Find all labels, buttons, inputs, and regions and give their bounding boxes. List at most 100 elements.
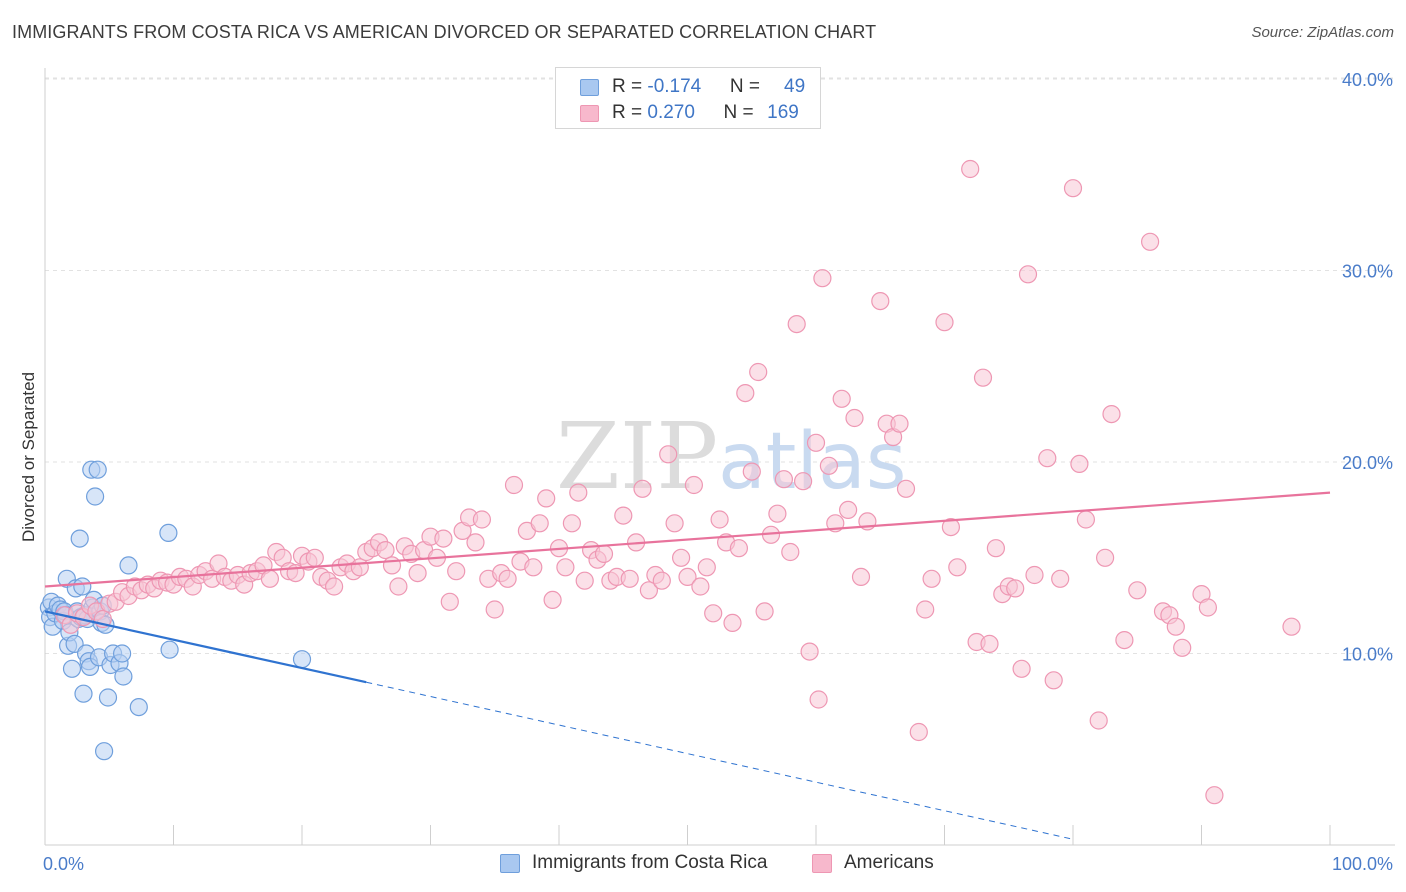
data-point xyxy=(129,697,148,717)
data-point xyxy=(742,462,761,481)
data-point xyxy=(543,590,562,610)
legend-r-value: -0.174 xyxy=(647,76,702,97)
y-tick-label: 20.0% xyxy=(1342,453,1393,473)
data-point xyxy=(382,556,402,575)
data-point xyxy=(447,562,466,581)
data-point xyxy=(1006,579,1025,598)
data-point xyxy=(948,558,967,577)
data-point xyxy=(472,510,491,529)
data-point xyxy=(1070,454,1089,473)
bottom-legend-label-costa-rica: Immigrants from Costa Rica xyxy=(532,852,768,873)
legend-swatch-americans xyxy=(580,105,599,122)
data-point xyxy=(916,600,935,619)
data-point xyxy=(1051,569,1070,588)
data-point xyxy=(909,722,928,742)
data-point xyxy=(1025,565,1044,585)
data-point xyxy=(70,529,89,548)
data-point xyxy=(838,500,858,519)
data-point xyxy=(809,690,828,709)
data-point xyxy=(1076,510,1096,529)
data-point xyxy=(325,577,344,596)
data-point xyxy=(119,556,138,575)
legend-n-value: 169 xyxy=(767,102,799,123)
y-tick-label: 40.0% xyxy=(1342,70,1393,90)
data-point xyxy=(62,659,82,678)
data-point xyxy=(961,159,980,179)
data-point xyxy=(890,414,909,433)
correlation-legend: R = -0.174 N = 49 R = 0.270 N = 169 xyxy=(555,67,821,129)
data-point xyxy=(466,533,485,552)
data-point xyxy=(1089,711,1108,730)
data-point xyxy=(85,487,105,506)
x-tick-label: 100.0% xyxy=(1332,854,1393,874)
data-point xyxy=(112,644,132,663)
data-point xyxy=(1128,581,1147,600)
data-point xyxy=(74,684,93,703)
data-point xyxy=(1012,659,1031,678)
data-point xyxy=(98,688,118,707)
data-point xyxy=(1038,449,1057,468)
data-point xyxy=(620,569,639,588)
legend-r-value: 0.270 xyxy=(647,102,695,123)
data-point xyxy=(159,523,178,543)
data-point xyxy=(806,433,826,452)
data-point xyxy=(684,475,704,495)
data-point xyxy=(697,558,716,577)
data-point xyxy=(292,650,312,669)
data-point xyxy=(614,506,633,525)
data-point xyxy=(896,479,916,498)
data-point xyxy=(659,445,678,464)
data-point xyxy=(704,604,723,623)
data-point xyxy=(973,368,993,387)
data-point xyxy=(1205,786,1224,805)
data-point xyxy=(774,470,794,489)
data-point xyxy=(1018,265,1038,284)
legend-swatch-costa-rica xyxy=(580,79,599,96)
data-point xyxy=(1173,638,1192,657)
data-point xyxy=(710,510,729,529)
data-point xyxy=(749,362,768,382)
data-point xyxy=(260,569,279,588)
data-point xyxy=(832,389,851,408)
data-point xyxy=(851,567,871,587)
data-point xyxy=(408,563,427,583)
data-point xyxy=(1095,548,1115,567)
data-point xyxy=(485,600,504,619)
data-point xyxy=(440,592,459,611)
data-point xyxy=(665,514,684,533)
legend-n-value: 49 xyxy=(784,76,806,97)
legend-n-label: N = xyxy=(729,76,766,97)
bottom-legend-swatch-americans xyxy=(812,854,832,873)
data-point xyxy=(691,577,710,596)
watermark-atlas: atlas xyxy=(718,417,907,507)
data-point xyxy=(768,504,787,523)
data-point xyxy=(498,569,517,588)
data-point xyxy=(1102,405,1121,424)
data-point xyxy=(389,577,408,596)
data-point xyxy=(935,313,954,332)
chart-title: IMMIGRANTS FROM COSTA RICA VS AMERICAN D… xyxy=(12,22,877,42)
legend-r-label: R = xyxy=(612,102,648,123)
data-point xyxy=(671,548,691,567)
data-point xyxy=(1140,232,1160,251)
data-point xyxy=(1282,617,1301,636)
data-point xyxy=(819,456,839,475)
data-point xyxy=(986,539,1006,558)
data-point xyxy=(787,315,806,334)
data-point xyxy=(88,460,107,479)
data-point xyxy=(305,548,324,567)
data-point xyxy=(793,472,813,491)
bottom-legend-label-americans: Americans xyxy=(844,852,934,873)
data-point xyxy=(524,558,543,577)
data-point xyxy=(114,667,133,686)
data-point xyxy=(941,517,961,537)
data-point xyxy=(504,475,524,495)
data-point xyxy=(350,558,369,577)
data-point xyxy=(376,540,395,560)
data-point xyxy=(723,613,742,633)
data-point xyxy=(755,602,774,621)
data-point xyxy=(813,269,832,288)
data-point xyxy=(980,634,999,654)
source-credit: Source: ZipAtlas.com xyxy=(1251,24,1394,41)
y-axis-label: Divorced or Separated xyxy=(19,372,38,542)
